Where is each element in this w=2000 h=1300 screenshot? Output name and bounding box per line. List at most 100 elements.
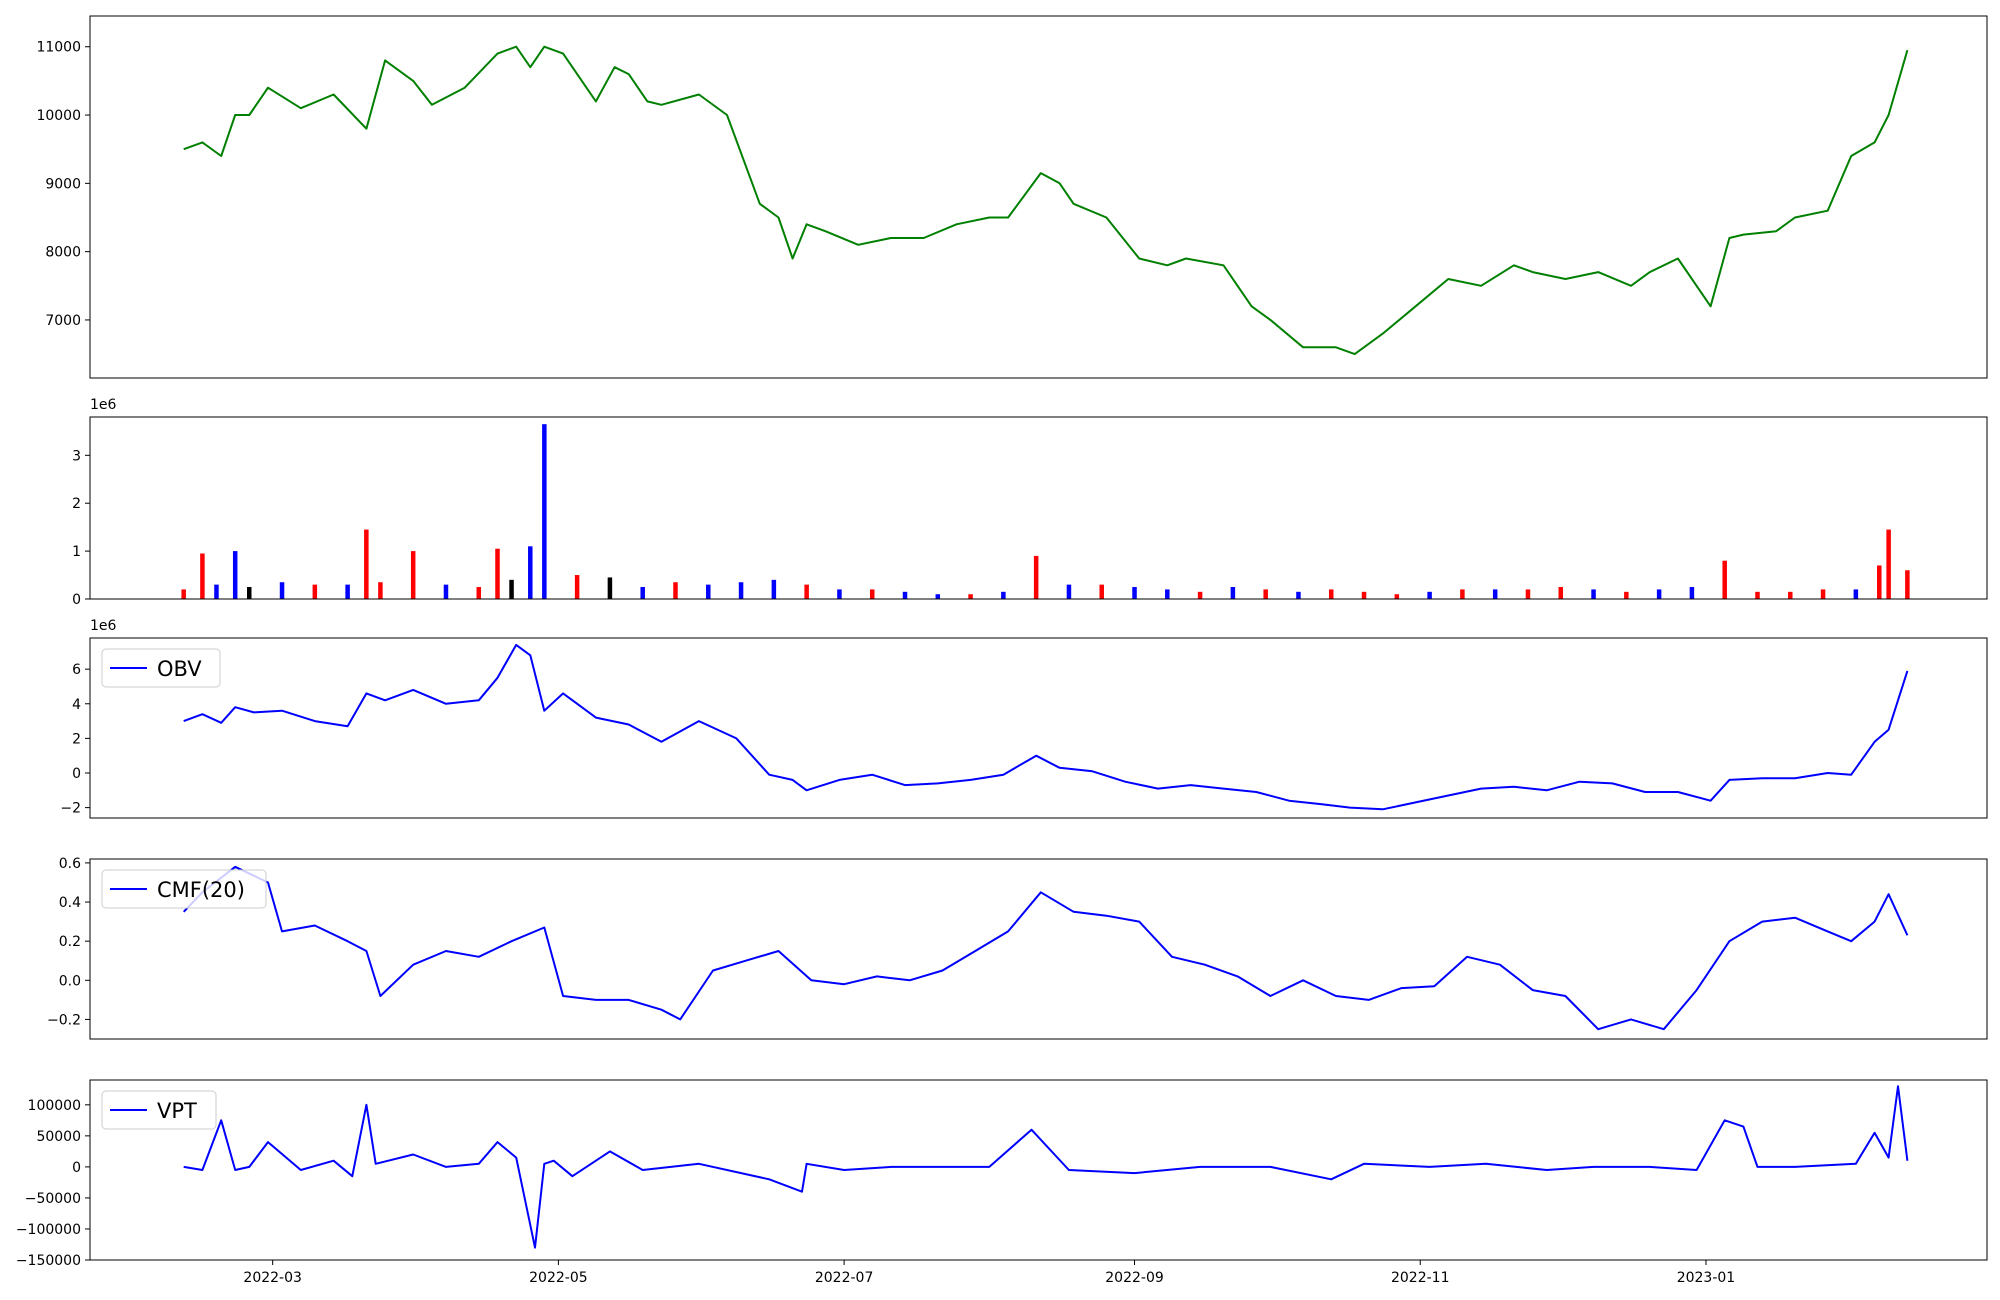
legend-box [101, 648, 221, 688]
volume-bar [1820, 589, 1826, 599]
y-tick-label: 0 [72, 766, 81, 782]
volume-bar [1066, 584, 1072, 599]
legend-box [101, 869, 267, 909]
volume-bar [1525, 589, 1531, 599]
axes-frame [89, 416, 1988, 600]
volume-bar [495, 548, 500, 599]
y-tick-label: −150000 [16, 1253, 81, 1269]
volume-bar [200, 553, 205, 599]
volume-bar [1656, 589, 1662, 599]
volume-bar [837, 589, 842, 599]
axes-frame [89, 1079, 1988, 1261]
volume-bar [1905, 570, 1910, 599]
volume-bar [706, 584, 711, 599]
y-tick-label: 2 [72, 731, 81, 747]
volume-bar [312, 584, 318, 599]
volume-bar [1460, 589, 1465, 599]
volume-bar [640, 587, 645, 599]
y-tick-label: 0 [72, 1160, 81, 1176]
axis-exponent-label: 1e6 [90, 397, 117, 413]
volume-bar [902, 591, 908, 599]
volume-bar [1328, 589, 1334, 599]
axes-frame [89, 637, 1988, 819]
x-tick-label: 2022-11 [1391, 1270, 1450, 1286]
volume-bar [1033, 555, 1039, 599]
legend-label: OBV [157, 657, 202, 681]
y-tick-label: −0.2 [47, 1012, 81, 1028]
volume-bar [1427, 591, 1432, 599]
panel-cmf: −0.2 0.0 0.2 0.4 0.6 CMF(20) [47, 856, 1988, 1040]
x-tick-label: 2022-09 [1105, 1270, 1164, 1286]
y-tick-label: 11000 [36, 40, 81, 56]
volume-bar [1001, 591, 1006, 599]
y-tick-label: −2 [60, 801, 81, 817]
volume-bar [1132, 587, 1137, 599]
volume-bar [476, 587, 482, 599]
x-tick-label: 2022-07 [815, 1270, 874, 1286]
legend-box [101, 1090, 217, 1130]
legend: VPT [101, 1090, 217, 1130]
y-tick-label: 9000 [45, 176, 81, 192]
volume-bar [364, 529, 369, 599]
volume-bar [542, 424, 547, 599]
volume-bar [509, 579, 514, 599]
y-tick-label: 50000 [36, 1129, 81, 1145]
legend: CMF(20) [101, 869, 267, 909]
volume-bar [247, 587, 252, 599]
y-tick-label: 0.2 [59, 934, 81, 950]
volume-bar [1492, 589, 1498, 599]
volume-bar [607, 577, 613, 599]
volume-bar [968, 594, 973, 599]
x-tick-label: 2023-01 [1677, 1270, 1736, 1286]
y-tick-label: 3 [72, 448, 81, 464]
volume-bar [1755, 591, 1760, 599]
legend: OBV [101, 648, 221, 688]
volume-bar [771, 579, 777, 599]
volume-bar [443, 584, 449, 599]
volume-bar [1689, 587, 1695, 599]
y-tick-label: −100000 [16, 1222, 81, 1238]
axis-exponent-label: 1e6 [90, 618, 117, 634]
y-tick-label: −50000 [25, 1191, 81, 1207]
volume-bar [1099, 584, 1104, 599]
panel-vpt: −150000 −100000 −50000 0 50000 100000 VPT [16, 1079, 1988, 1269]
legend-label: VPT [157, 1099, 197, 1123]
y-tick-label: 10000 [36, 108, 81, 124]
volume-bar [1197, 591, 1203, 599]
volume-bar [1886, 529, 1891, 599]
volume-bar [528, 546, 533, 599]
y-tick-label: 0 [72, 592, 81, 608]
y-tick-label: 1 [72, 544, 81, 560]
volume-bar [1853, 589, 1859, 599]
series-line-price [183, 45, 1909, 356]
volume-bar [279, 582, 285, 599]
volume-bar [345, 584, 350, 599]
volume-bar [214, 584, 219, 599]
volume-bar [1722, 560, 1727, 599]
panel-volume: 0 1 2 3 1e6 [72, 397, 1988, 608]
series-line-vpt [183, 1085, 1909, 1249]
y-tick-label: 0.6 [59, 856, 81, 872]
volume-bar [181, 589, 186, 599]
panel-price: 7000 8000 9000 10000 11000 [36, 15, 1988, 379]
volume-bar [378, 582, 383, 599]
y-tick-label: 7000 [45, 313, 81, 329]
volume-bar [673, 582, 678, 599]
y-tick-label: 6 [72, 662, 81, 678]
volume-bar [935, 594, 941, 599]
x-tick-label: 2022-05 [529, 1270, 588, 1286]
volume-bar [1165, 589, 1170, 599]
x-tick-label: 2022-03 [243, 1270, 302, 1286]
volume-bar [232, 551, 238, 599]
volume-bar [574, 575, 580, 599]
volume-bar [1558, 587, 1564, 599]
volume-bar [1263, 589, 1268, 599]
axes-frame [89, 858, 1988, 1040]
volume-bar [1361, 591, 1367, 599]
volume-bar [869, 589, 875, 599]
y-tick-label: 100000 [28, 1098, 81, 1114]
panel-obv: −2 0 2 4 6 1e6 OBV [60, 618, 1988, 819]
volume-bar [804, 584, 809, 599]
volume-bar [410, 551, 416, 599]
